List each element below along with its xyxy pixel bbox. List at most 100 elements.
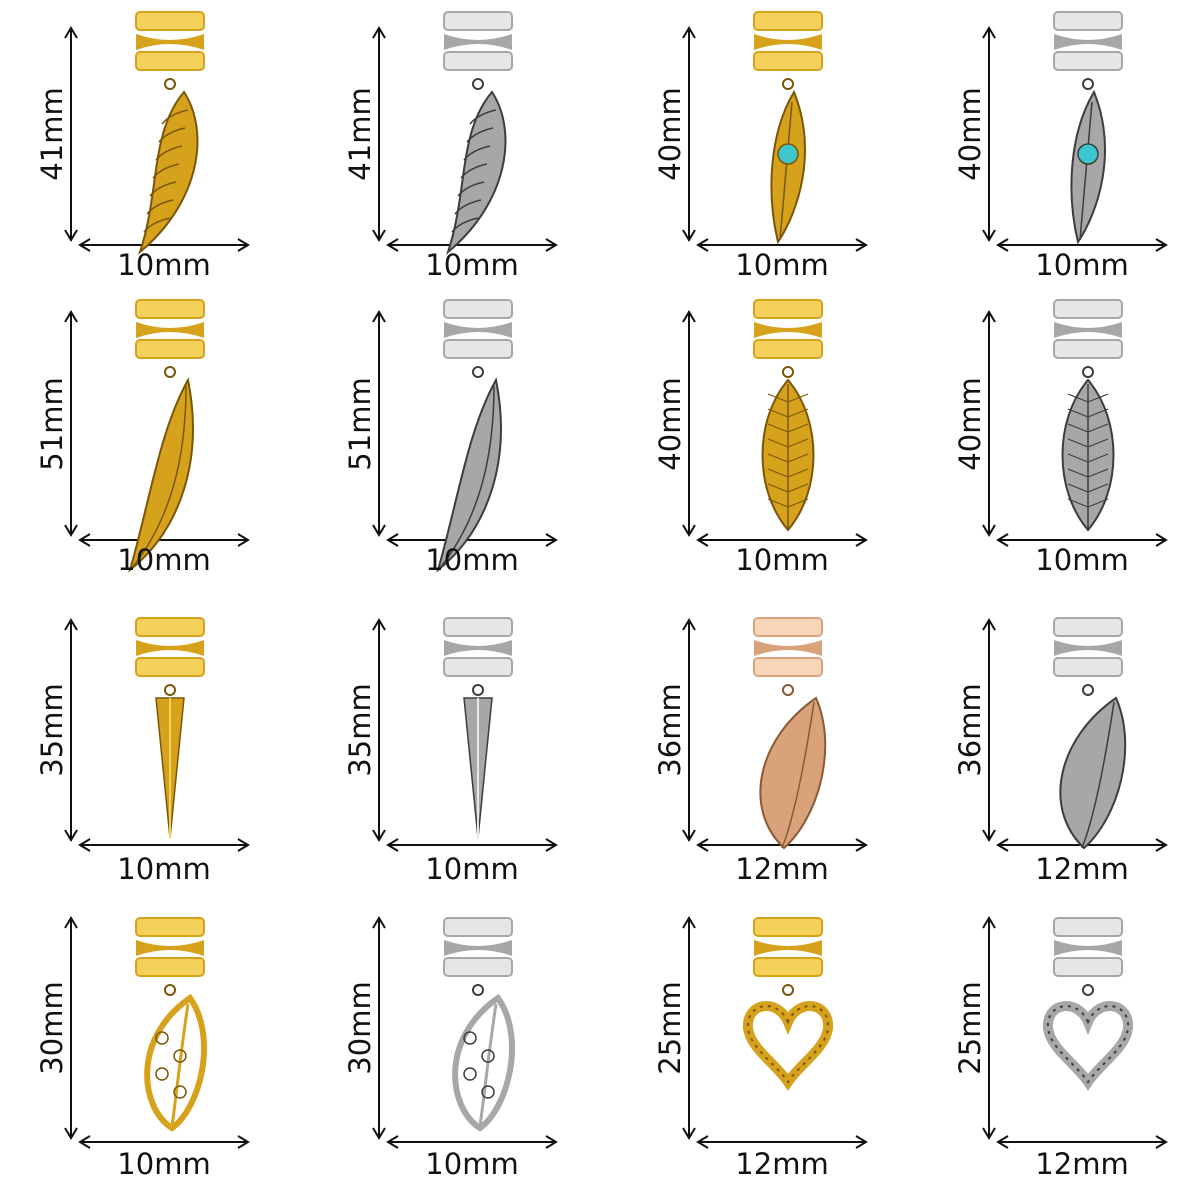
width-label: 10mm [117, 852, 211, 886]
arrowhead-right-icon [237, 1135, 250, 1149]
width-label: 10mm [1035, 543, 1129, 577]
arrowhead-right-icon [1155, 238, 1168, 252]
heart-charm-icon [1043, 917, 1133, 1092]
arrowhead-left-icon [996, 838, 1009, 852]
long-feather-charm-icon [128, 299, 205, 573]
arrowhead-down-icon [982, 524, 996, 537]
arrowhead-down-icon [372, 829, 386, 842]
arrowhead-right-icon [855, 533, 868, 547]
arrowhead-up-icon [982, 26, 996, 39]
arrowhead-up-icon [372, 618, 386, 631]
arrowhead-down-icon [64, 524, 78, 537]
arrowhead-right-icon [545, 838, 558, 852]
leaf-feather-charm-icon [753, 617, 827, 850]
arrowhead-down-icon [682, 829, 696, 842]
arrowhead-up-icon [372, 916, 386, 929]
arrowhead-down-icon [982, 229, 996, 242]
arrowhead-right-icon [855, 838, 868, 852]
arrowhead-left-icon [78, 1135, 91, 1149]
arrowhead-right-icon [237, 533, 250, 547]
spike-charm-icon [443, 617, 513, 839]
width-label: 12mm [735, 1147, 829, 1181]
filigree-leaf-charm-icon [135, 917, 207, 1132]
arrowhead-right-icon [545, 533, 558, 547]
arrowhead-left-icon [696, 838, 709, 852]
arrowhead-up-icon [64, 310, 78, 323]
arrowhead-right-icon [237, 238, 250, 252]
arrowhead-down-icon [372, 229, 386, 242]
arrowhead-left-icon [78, 533, 91, 547]
arrowhead-up-icon [682, 26, 696, 39]
arrowhead-right-icon [237, 838, 250, 852]
arrowhead-left-icon [386, 238, 399, 252]
arrowhead-left-icon [696, 238, 709, 252]
turquoise-feather-charm-icon [1053, 11, 1123, 245]
arrowhead-down-icon [372, 524, 386, 537]
arrowhead-left-icon [996, 533, 1009, 547]
arrowhead-down-icon [682, 1127, 696, 1140]
arrowhead-right-icon [855, 238, 868, 252]
arrowhead-up-icon [372, 310, 386, 323]
arrowhead-left-icon [78, 838, 91, 852]
arrowhead-up-icon [682, 618, 696, 631]
arrowhead-down-icon [372, 1127, 386, 1140]
width-label: 10mm [117, 1147, 211, 1181]
width-label: 10mm [425, 248, 519, 282]
arrowhead-left-icon [996, 238, 1009, 252]
width-label: 10mm [425, 852, 519, 886]
arrowhead-right-icon [545, 1135, 558, 1149]
arrowhead-right-icon [1155, 533, 1168, 547]
arrowhead-right-icon [855, 1135, 868, 1149]
arrowhead-up-icon [64, 26, 78, 39]
width-label: 10mm [735, 543, 829, 577]
arrowhead-down-icon [982, 1127, 996, 1140]
arrowhead-left-icon [696, 1135, 709, 1149]
arrowhead-left-icon [386, 533, 399, 547]
arrowhead-up-icon [982, 916, 996, 929]
arrowhead-up-icon [982, 310, 996, 323]
arrowhead-up-icon [372, 26, 386, 39]
arrowhead-left-icon [78, 238, 91, 252]
arrowhead-down-icon [682, 524, 696, 537]
long-feather-charm-icon [436, 299, 513, 573]
leaf-feather-charm-icon [1053, 617, 1127, 850]
arrowhead-left-icon [696, 533, 709, 547]
width-label: 10mm [425, 543, 519, 577]
arrowhead-up-icon [682, 310, 696, 323]
width-label: 10mm [117, 248, 211, 282]
width-label: 10mm [117, 543, 211, 577]
width-label: 10mm [425, 1147, 519, 1181]
arrowhead-down-icon [64, 229, 78, 242]
width-label: 12mm [1035, 852, 1129, 886]
width-label: 10mm [735, 248, 829, 282]
width-label: 12mm [1035, 1147, 1129, 1181]
arrowhead-right-icon [1155, 1135, 1168, 1149]
arrowhead-right-icon [545, 238, 558, 252]
filigree-leaf-charm-icon [443, 917, 515, 1132]
arrowhead-down-icon [982, 829, 996, 842]
arrowhead-up-icon [64, 618, 78, 631]
width-label: 10mm [1035, 248, 1129, 282]
arrowhead-up-icon [64, 916, 78, 929]
wing-charm-icon [443, 11, 513, 256]
arrowhead-left-icon [386, 1135, 399, 1149]
arrowhead-up-icon [682, 916, 696, 929]
feather-charm-icon [753, 299, 823, 532]
arrowhead-down-icon [682, 229, 696, 242]
